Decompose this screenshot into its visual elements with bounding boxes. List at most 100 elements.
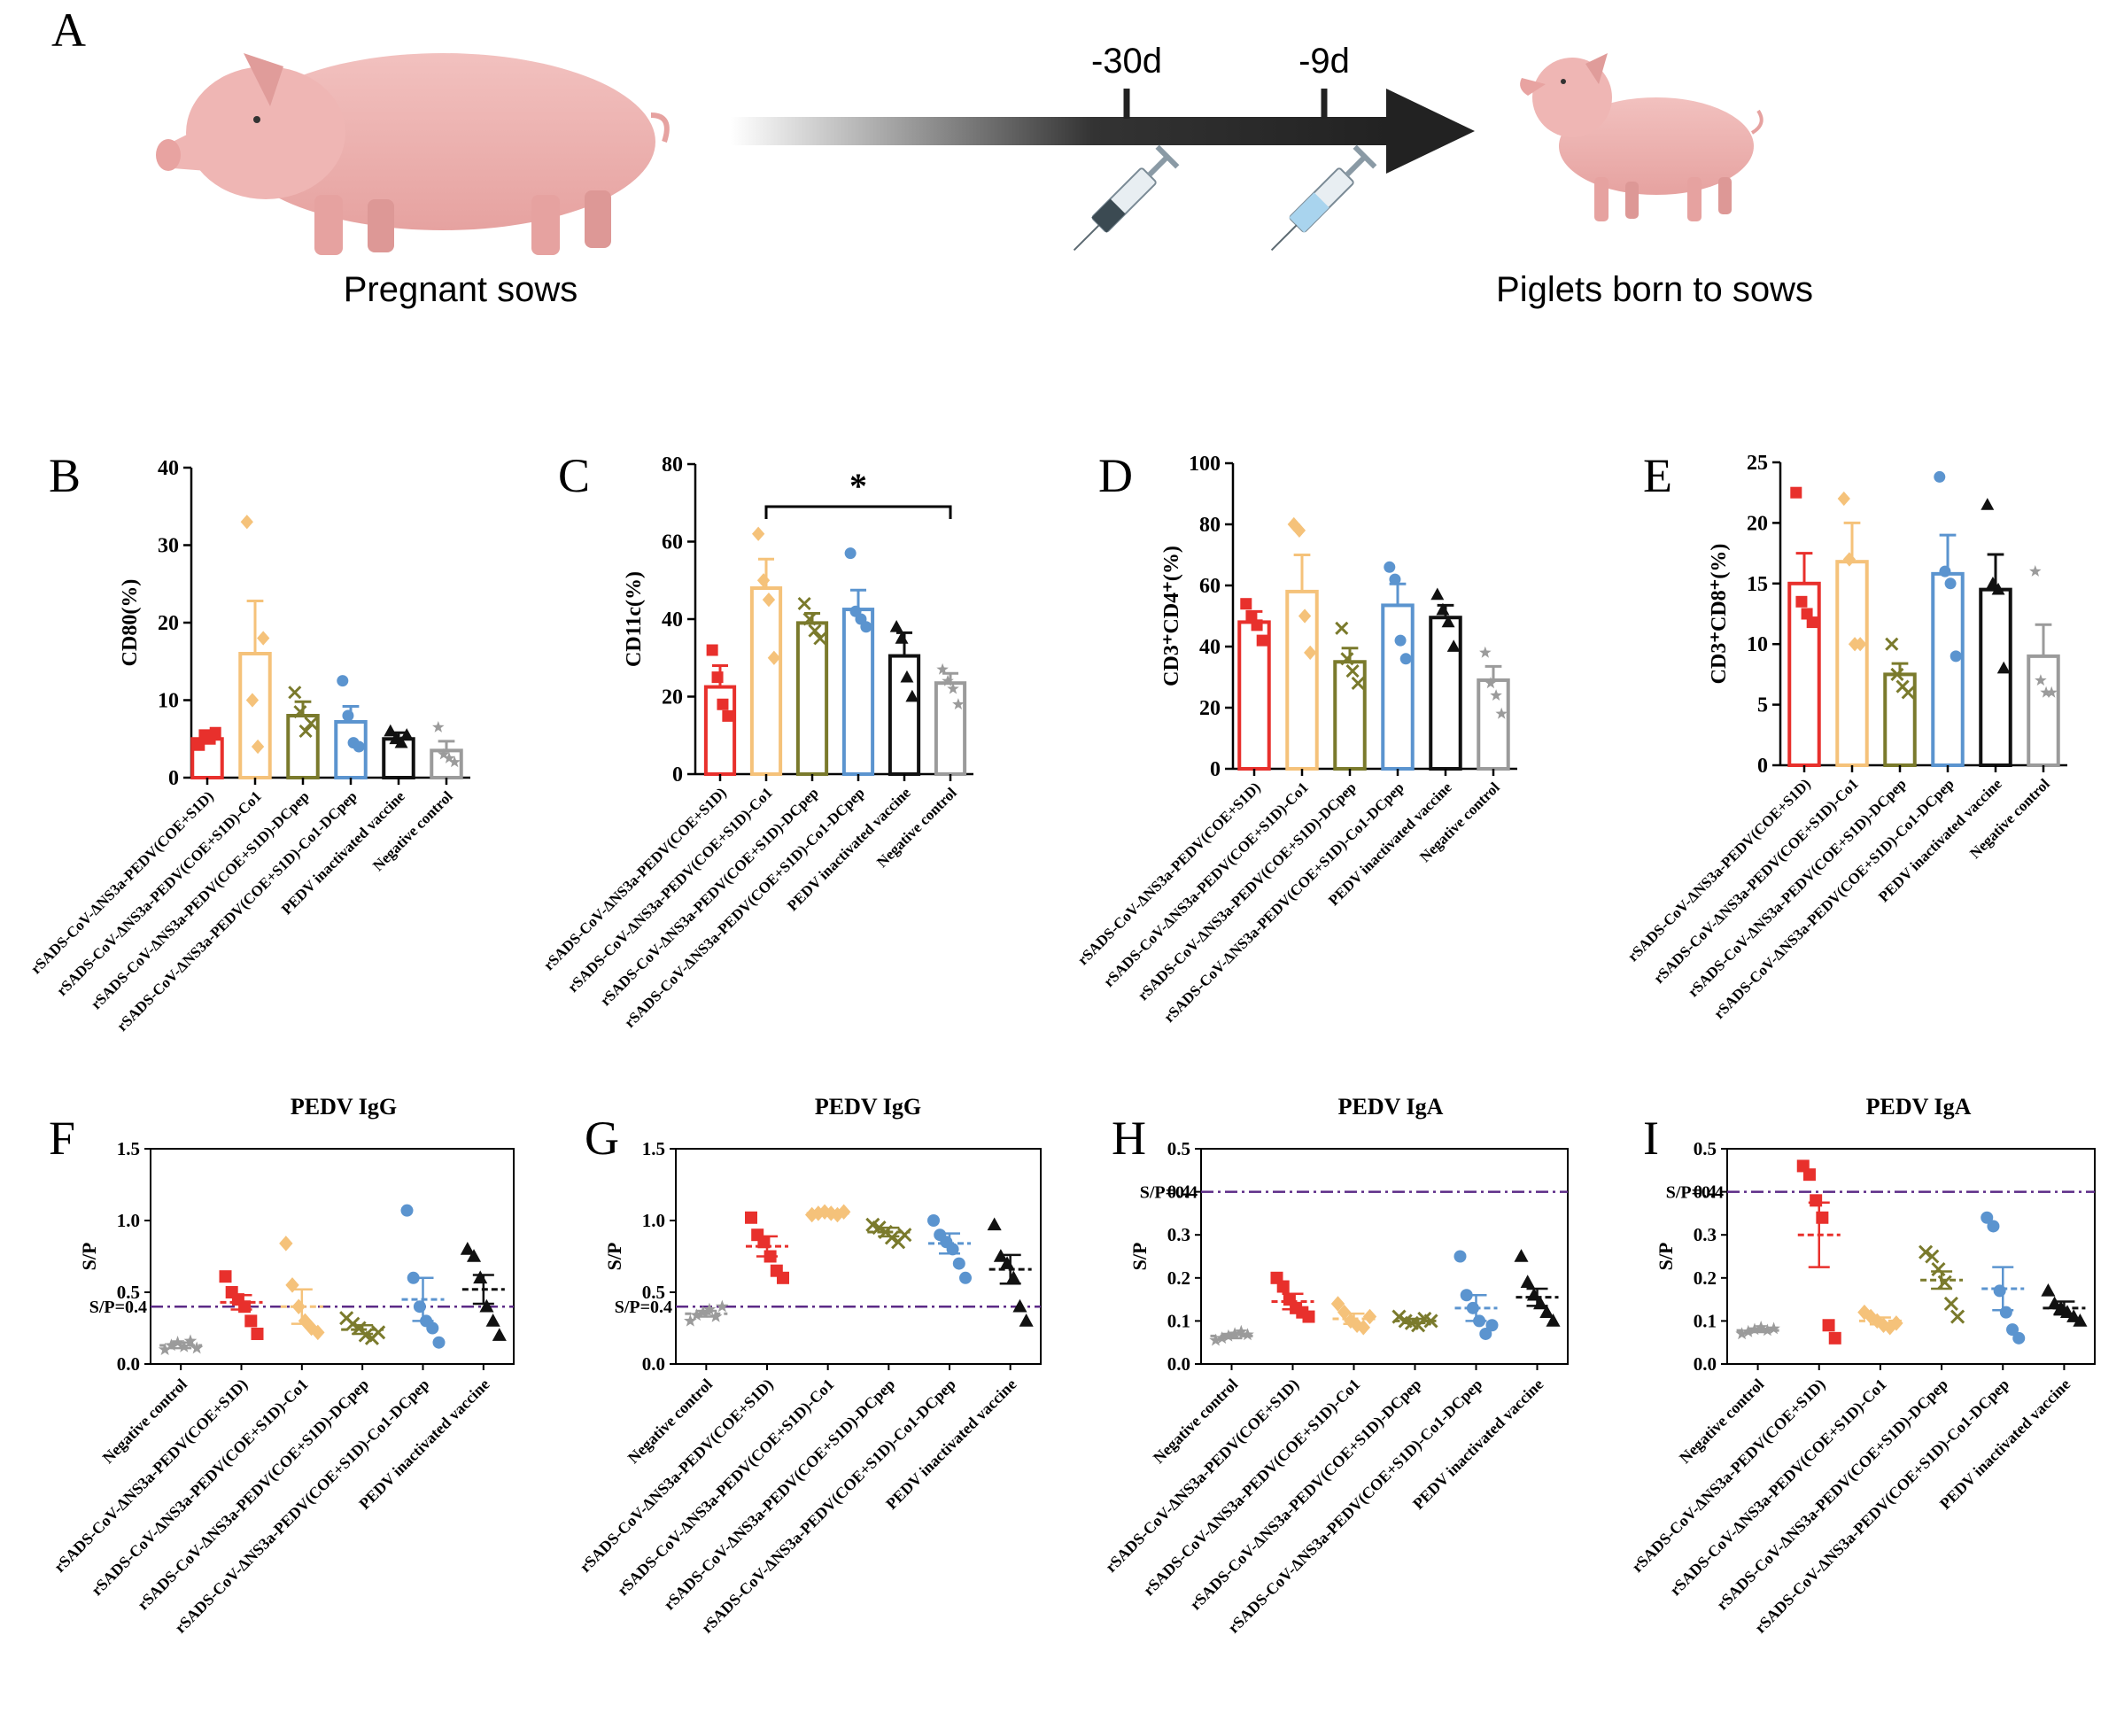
chart-title: PEDV IgA — [1866, 1094, 1972, 1120]
data-point — [1012, 1298, 1027, 1313]
data-point — [1335, 621, 1349, 635]
data-point — [1876, 1317, 1891, 1334]
y-tick-label: 40 — [158, 457, 179, 480]
data-point — [1484, 677, 1497, 689]
y-axis-label: CD11c(%) — [623, 571, 646, 667]
data-point — [492, 1328, 507, 1341]
y-axis-label: CD3⁺CD8⁺(%) — [1708, 544, 1731, 685]
data-point — [1394, 634, 1407, 647]
data-point — [1298, 608, 1312, 624]
data-point — [1221, 1329, 1236, 1342]
x-tick-label: rSADS-CoV-ΔNS3a-PEDV(COE+S1D)-Co1 — [88, 1376, 312, 1600]
y-tick-label: 5 — [1757, 694, 1768, 717]
plot-frame — [1726, 1148, 2096, 1365]
data-point — [473, 1270, 488, 1284]
data-point — [1981, 498, 1995, 510]
y-tick-label: 0.0 — [117, 1353, 140, 1375]
data-point — [751, 526, 765, 541]
y-tick-label: 15 — [1747, 573, 1768, 596]
plot-frame — [150, 1148, 515, 1365]
data-point — [1767, 1321, 1780, 1335]
x-tick-label: rSADS-CoV-ΔNS3a-PEDV(COE+S1D)-Co1 — [53, 787, 265, 999]
y-axis-label: CD3⁺CD4⁺(%) — [1160, 546, 1183, 686]
y-tick-label: 0 — [168, 767, 179, 790]
significance-label: * — [849, 466, 867, 506]
data-point — [413, 1300, 426, 1314]
y-axis-label: CD80(%) — [119, 579, 142, 667]
data-point — [711, 671, 724, 684]
y-tick-label: 80 — [1199, 514, 1221, 537]
data-point — [1810, 1194, 1823, 1207]
data-point — [2045, 686, 2058, 698]
data-point — [1828, 1331, 1841, 1345]
plot-frame — [1200, 1148, 1569, 1365]
panel-a: A Pregnant sows -30d -9d — [51, 4, 1813, 309]
data-point — [1479, 646, 1492, 658]
data-point — [1384, 561, 1396, 573]
data-point — [1735, 1327, 1748, 1340]
data-point — [1533, 1296, 1548, 1310]
data-point — [240, 515, 253, 530]
data-point — [684, 1314, 697, 1327]
panel-letter: C — [558, 449, 590, 502]
panel-letter-a: A — [51, 4, 86, 57]
data-point — [2073, 1314, 2088, 1327]
data-point — [942, 674, 954, 686]
data-point — [802, 612, 817, 626]
data-point — [884, 1230, 899, 1245]
data-point — [432, 1336, 446, 1349]
data-point — [1761, 1323, 1774, 1337]
data-point — [485, 1314, 500, 1327]
y-tick-label: 100 — [1189, 453, 1221, 476]
y-tick-label: 0.4 — [1167, 1182, 1191, 1203]
data-point — [384, 724, 398, 737]
chart-panel-d: D 0 20 40 60 80 100 CD3⁺CD4⁺(%) rSADS-CoV-ΔNS3a-… — [1074, 449, 1517, 1026]
y-tick-label: 40 — [1199, 636, 1221, 659]
bar — [1835, 560, 1869, 768]
y-tick-label: 1.5 — [117, 1138, 140, 1159]
data-point — [1802, 1168, 1816, 1182]
data-point — [193, 739, 205, 751]
data-point — [808, 624, 822, 638]
data-point — [1466, 1301, 1479, 1314]
data-point — [394, 735, 408, 748]
data-point — [722, 709, 734, 722]
bar — [888, 654, 921, 776]
x-tick-label: rSADS-CoV-ΔNS3a-PEDV(COE+S1D)-DCpep — [1713, 1376, 1952, 1615]
data-point — [1209, 1333, 1222, 1346]
chart-panel-c: C 0 20 40 60 80 CD11c(%) rSADS-CoV-ΔNS3a-PEDV(C… — [540, 449, 973, 1031]
data-point — [1520, 1275, 1535, 1288]
data-point — [304, 717, 318, 731]
y-tick-label: 0 — [1757, 755, 1768, 778]
significance-bracket — [764, 505, 952, 519]
syringe-icon — [1270, 144, 1377, 252]
data-point — [716, 1299, 729, 1313]
data-point — [936, 663, 949, 675]
chart-panel-b: B 0 10 20 30 40 CD80(%) rSADS-CoV-ΔNS3a-PEDV(CO… — [27, 449, 470, 1035]
data-point — [1795, 595, 1808, 608]
y-tick-label: 0.5 — [1694, 1138, 1717, 1159]
data-point — [432, 721, 445, 732]
data-point — [1754, 1321, 1768, 1333]
data-point — [762, 593, 776, 608]
data-point — [1473, 1314, 1486, 1328]
data-point — [860, 621, 872, 633]
data-point — [1441, 615, 1455, 628]
data-point — [1931, 1262, 1946, 1277]
y-tick-label: 0.2 — [1694, 1267, 1717, 1289]
data-point — [1885, 637, 1899, 651]
data-point — [905, 689, 919, 702]
data-point — [777, 1271, 789, 1284]
data-point — [400, 1204, 414, 1217]
y-tick-label: 0.0 — [1694, 1353, 1717, 1375]
data-point — [1345, 664, 1360, 678]
bar — [238, 652, 272, 779]
data-point — [1925, 1249, 1940, 1264]
data-point — [1991, 582, 2005, 595]
data-point — [1490, 689, 1502, 701]
data-point — [1514, 1249, 1529, 1262]
y-tick-label: 1.0 — [117, 1210, 140, 1231]
data-point — [1019, 1314, 1034, 1327]
piglet-illustration — [1520, 53, 1764, 221]
